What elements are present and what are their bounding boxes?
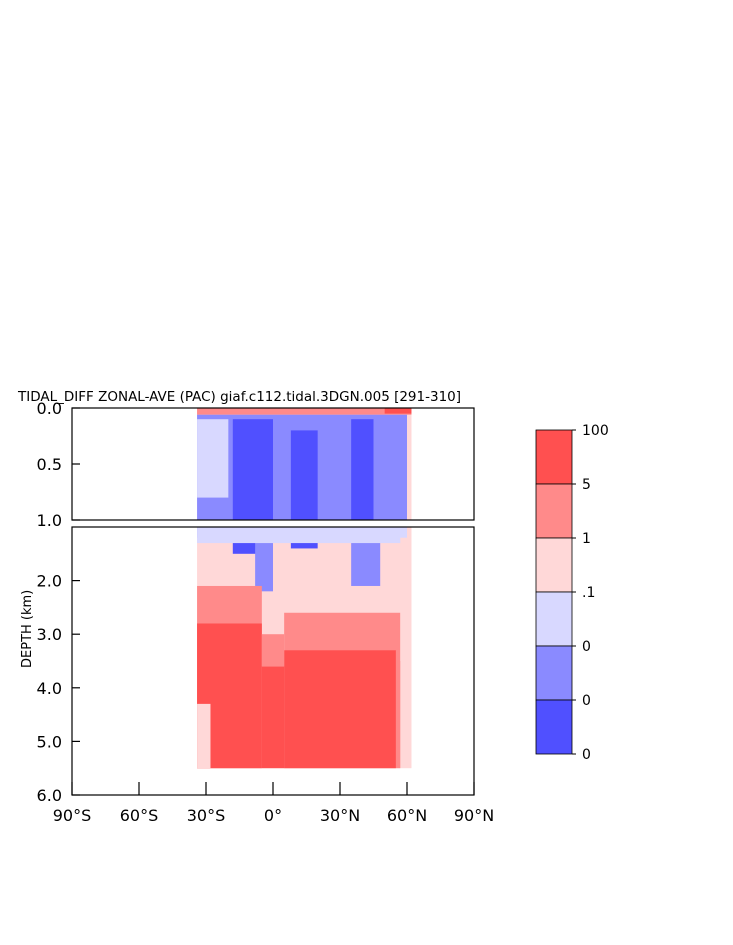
colorbar-swatch [535, 537, 573, 593]
colorbar-label: 0 [582, 747, 591, 763]
colorbar-swatch [535, 699, 573, 755]
y-tick-label: 2.0 [37, 572, 62, 591]
x-tick-label: 90°N [454, 806, 494, 825]
colorbar-label: 0 [582, 639, 591, 655]
colorbar-swatch [535, 429, 573, 485]
heatmap-region [197, 419, 229, 498]
y-axis-upper: 0.0 0.5 1.0 [37, 399, 80, 530]
y-axis-lower: 2.0 3.0 4.0 5.0 6.0 [37, 572, 80, 805]
plot-panel-upper [197, 408, 412, 520]
colorbar: 100 5 1 .1 0 0 0 [535, 423, 609, 763]
heatmap-region [197, 408, 412, 415]
colorbar-swatch [535, 591, 573, 647]
colorbar-label: 1 [582, 531, 591, 547]
heatmap-region [351, 419, 374, 520]
colorbar-label: 0 [582, 693, 591, 709]
heatmap-region [290, 430, 318, 520]
heatmap-region [232, 419, 273, 520]
x-tick-label: 60°S [120, 806, 159, 825]
y-tick-label: 5.0 [37, 732, 62, 751]
y-tick-label: 0.5 [37, 455, 62, 474]
colorbar-swatch [535, 645, 573, 701]
x-tick-label: 60°N [387, 806, 427, 825]
colorbar-label: .1 [582, 585, 595, 601]
heatmap-region [400, 537, 412, 661]
plot-panel-lower [197, 527, 412, 769]
chart-title: TIDAL_DIFF ZONAL-AVE (PAC) giaf.c112.tid… [17, 389, 461, 405]
y-tick-label: 0.0 [37, 399, 62, 418]
y-tick-label: 3.0 [37, 625, 62, 644]
y-tick-label: 1.0 [37, 511, 62, 530]
x-axis: 90°S 60°S 30°S 0° 30°N 60°N 90°N [53, 782, 494, 825]
heatmap-region [261, 666, 285, 769]
heatmap-region [284, 650, 396, 769]
colorbar-label: 5 [582, 477, 591, 493]
heatmap-region [261, 634, 285, 667]
colorbar-label: 100 [582, 423, 609, 439]
heatmap-region [197, 527, 407, 544]
y-tick-label: 6.0 [37, 786, 62, 805]
x-tick-label: 30°S [187, 806, 226, 825]
heatmap-region [197, 703, 211, 769]
y-axis-label: DEPTH (km) [20, 590, 35, 668]
x-tick-label: 30°N [320, 806, 360, 825]
y-tick-label: 4.0 [37, 679, 62, 698]
colorbar-swatch [535, 483, 573, 539]
heatmap-region [384, 408, 412, 414]
x-tick-label: 90°S [53, 806, 92, 825]
x-tick-label: 0° [264, 806, 282, 825]
